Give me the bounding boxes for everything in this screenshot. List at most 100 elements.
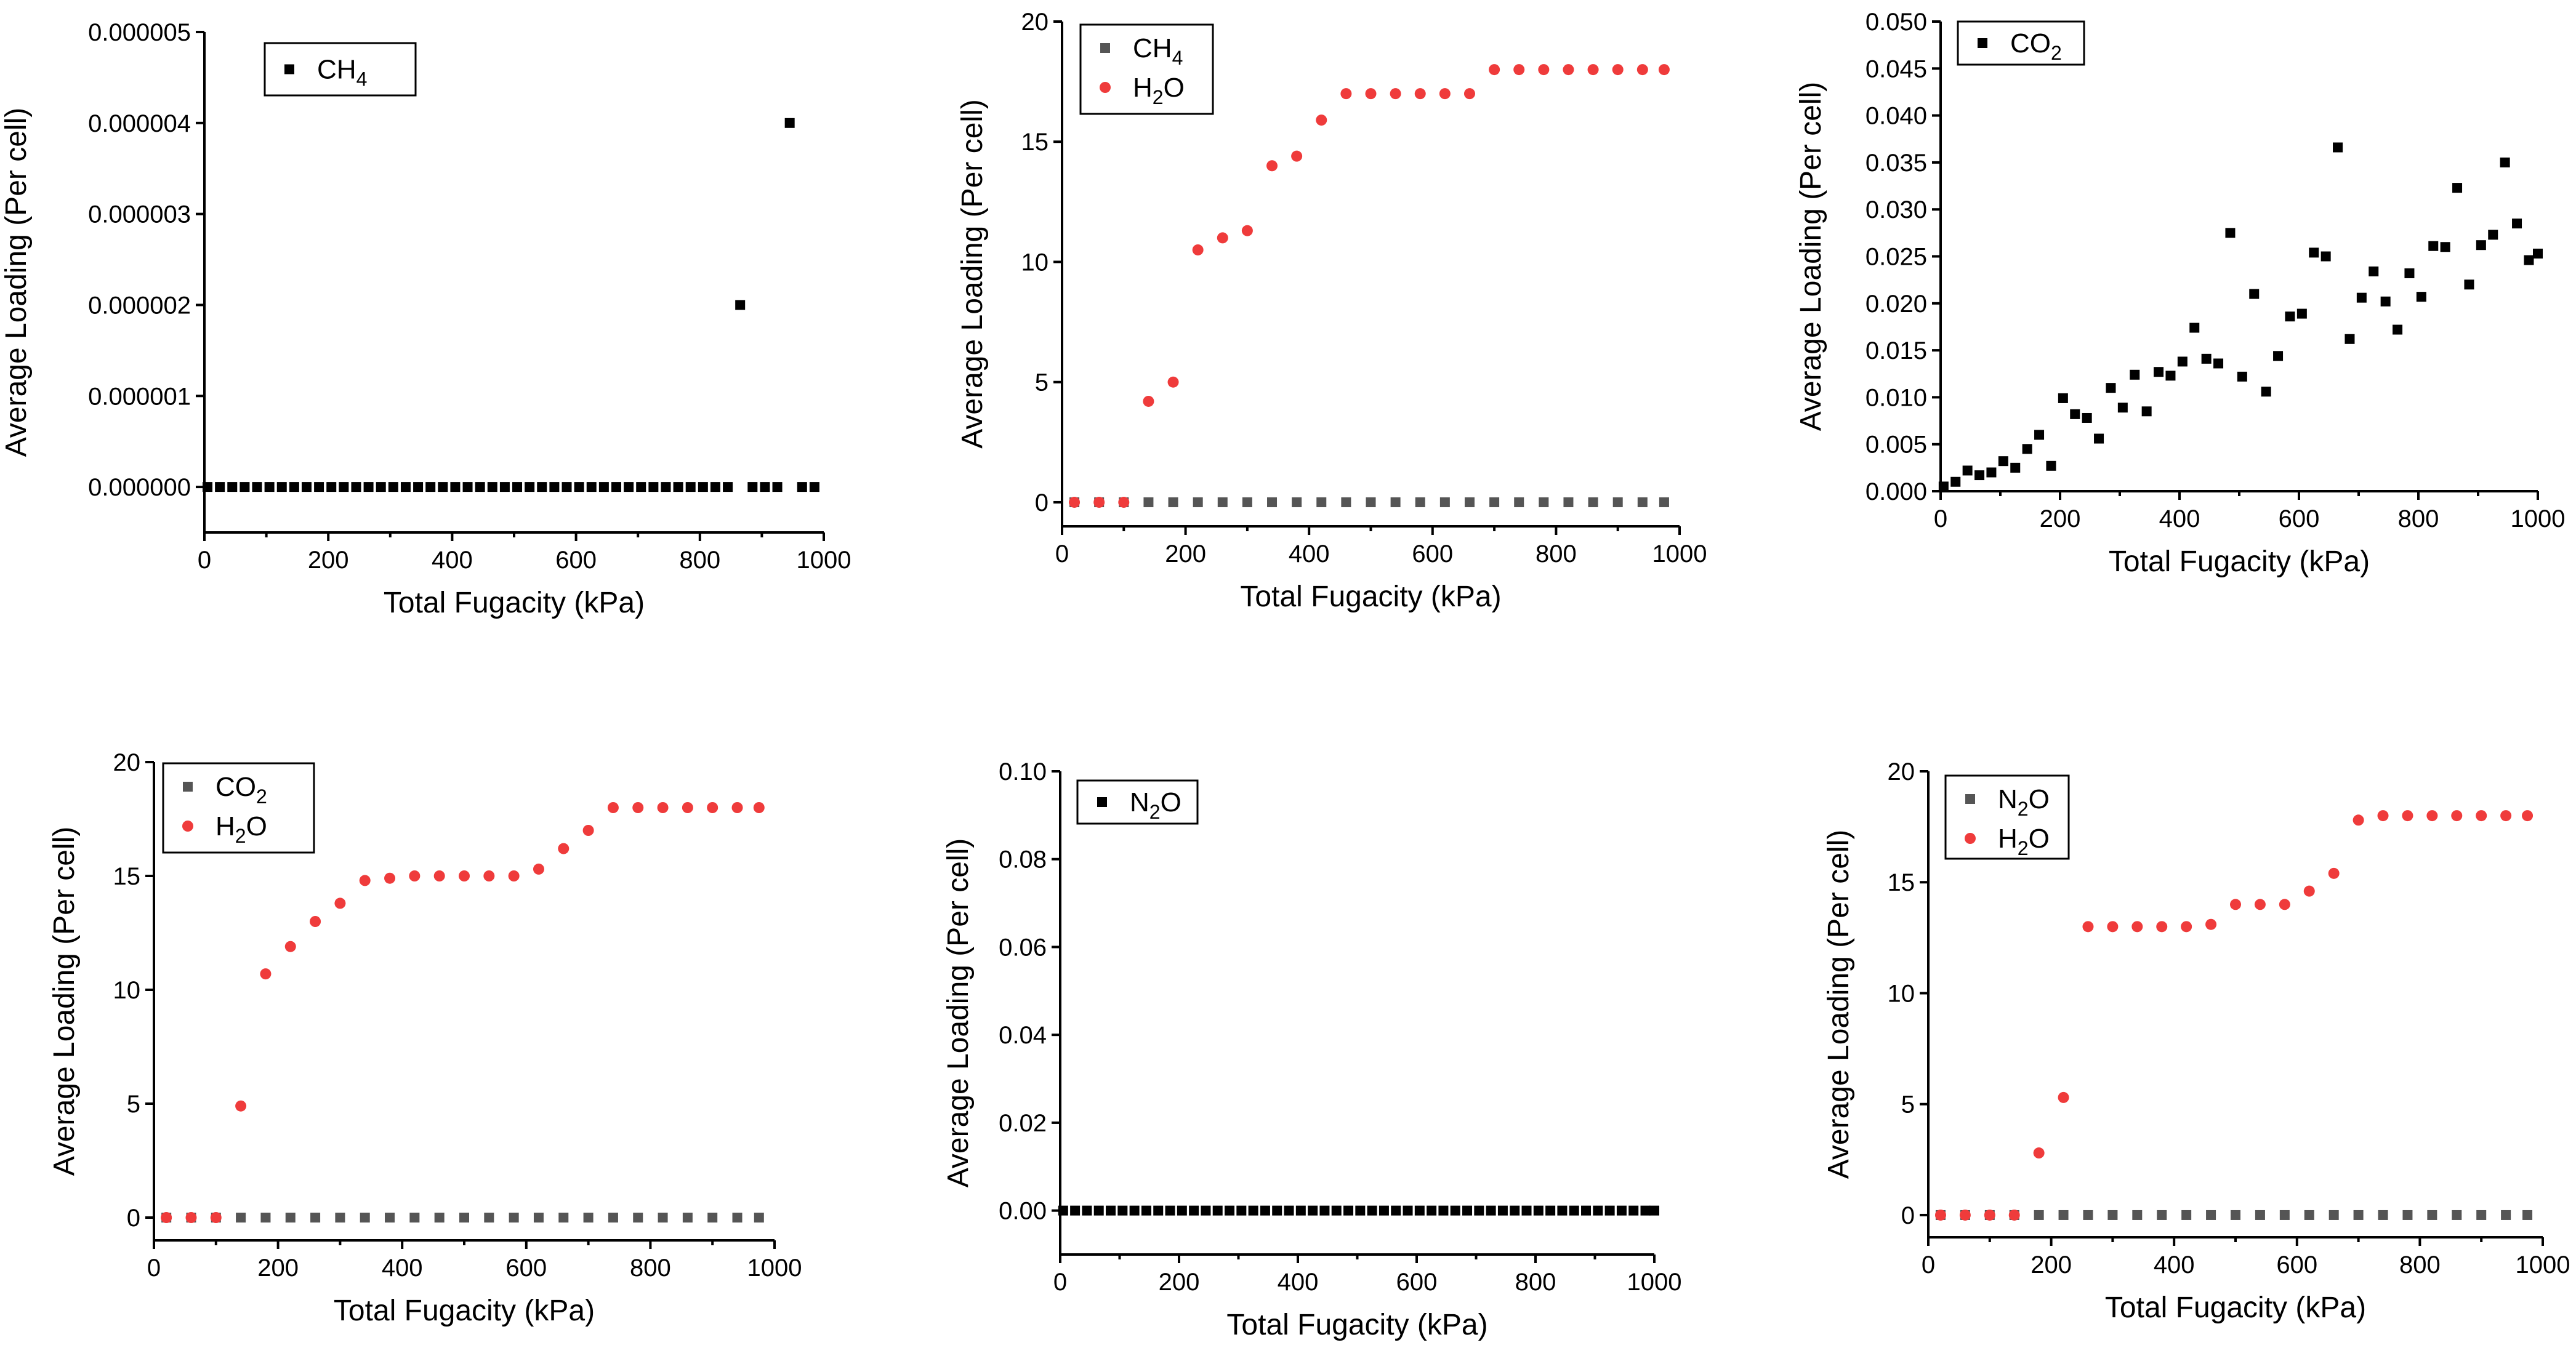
- data-point-co2: [583, 1213, 594, 1222]
- data-point-h2o: [2230, 899, 2241, 910]
- data-point-co2: [2273, 351, 2284, 361]
- y-tick-label: 0.000005: [88, 19, 191, 46]
- data-point-h2o: [1217, 232, 1228, 244]
- data-point-h2o: [1316, 114, 1327, 126]
- data-point-h2o: [1934, 1209, 1946, 1221]
- data-point-n2o: [1165, 1205, 1175, 1216]
- data-point-ch4: [698, 482, 708, 492]
- data-point-h2o: [1192, 244, 1204, 255]
- data-point-ch4: [1390, 497, 1401, 507]
- data-point-n2o: [1628, 1205, 1639, 1216]
- data-point-n2o: [1212, 1205, 1223, 1216]
- data-point-co2: [2225, 228, 2236, 238]
- data-point-h2o: [2008, 1209, 2020, 1221]
- x-tick-label: 400: [2159, 505, 2200, 532]
- y-tick-label: 0.040: [1866, 103, 1927, 130]
- legend-label-main: H: [215, 811, 235, 841]
- data-point-ch4: [537, 482, 547, 492]
- data-point-h2o: [1340, 88, 1352, 100]
- data-point-n2o: [1343, 1205, 1354, 1216]
- data-point-ch4: [276, 482, 287, 492]
- data-point-n2o: [2206, 1210, 2216, 1220]
- data-point-h2o: [2303, 885, 2315, 897]
- data-point-h2o: [533, 863, 544, 875]
- data-point-co2: [2154, 367, 2164, 377]
- data-point-h2o: [409, 870, 421, 881]
- data-point-ch4: [598, 482, 609, 492]
- legend-label-sub: 2: [2018, 798, 2029, 820]
- data-point-n2o: [1177, 1205, 1187, 1216]
- data-point-h2o: [1463, 88, 1475, 100]
- y-tick-label: 15: [1021, 129, 1049, 156]
- data-point-n2o: [1557, 1205, 1568, 1216]
- x-tick-label: 1000: [2516, 1251, 2570, 1279]
- data-point-ch4: [413, 482, 424, 492]
- data-point-co2: [2500, 157, 2510, 167]
- data-point-n2o: [1295, 1205, 1306, 1216]
- legend-label-tail: O: [2029, 824, 2050, 854]
- legend-label-sub: 2: [1149, 801, 1161, 823]
- data-point-co2: [1986, 467, 1997, 478]
- x-tick-label: 800: [679, 547, 720, 574]
- legend-label-co2: CO2: [215, 772, 267, 808]
- x-tick-label: 1000: [2511, 505, 2566, 532]
- legend-label-main: H: [1133, 73, 1153, 103]
- data-point-n2o: [1593, 1205, 1603, 1216]
- data-point-ch4: [611, 482, 621, 492]
- legend-label-sub: 2: [235, 825, 246, 847]
- data-point-n2o: [1117, 1205, 1128, 1216]
- data-point-ch4: [450, 482, 461, 492]
- data-point-n2o: [1189, 1205, 1199, 1216]
- data-point-h2o: [2377, 810, 2389, 822]
- y-tick-label: 0.010: [1866, 384, 1927, 411]
- x-tick-label: 0: [1055, 540, 1069, 568]
- data-point-ch4: [574, 482, 584, 492]
- data-point-n2o: [2328, 1210, 2339, 1220]
- data-point-co2: [2249, 289, 2260, 299]
- legend-label-sub: 2: [1153, 86, 1164, 108]
- data-point-ch4: [289, 482, 299, 492]
- legend-label-tail: O: [2029, 784, 2050, 814]
- data-point-co2: [2022, 444, 2032, 454]
- y-tick-label: 0.000001: [88, 383, 191, 410]
- legend-label-main: H: [1998, 824, 2018, 854]
- legend-box: [162, 762, 315, 854]
- data-point-n2o: [1604, 1205, 1615, 1216]
- data-point-ch4: [1539, 497, 1549, 507]
- legend-marker: [182, 821, 193, 832]
- data-point-n2o: [2402, 1210, 2413, 1220]
- data-point-co2: [1950, 476, 1961, 487]
- legend-label-main: N: [1998, 784, 2018, 814]
- data-point-ch4: [512, 482, 523, 492]
- data-point-ch4: [1217, 497, 1228, 507]
- data-point-n2o: [1319, 1205, 1330, 1216]
- data-point-h2o: [459, 870, 470, 881]
- chart-panel-n2o: 0.00 0.02 0.04 0.06 0.08 0.10 0 200 400 600 800 100…: [874, 714, 1730, 1369]
- data-point-n2o: [2452, 1210, 2462, 1220]
- data-point-n2o: [2501, 1210, 2511, 1220]
- x-tick-label: 1000: [1627, 1269, 1682, 1296]
- data-point-h2o: [2082, 921, 2094, 933]
- x-tick-label: 400: [2154, 1251, 2195, 1279]
- data-point-co2: [1974, 470, 1985, 481]
- data-point-ch4: [1439, 497, 1450, 507]
- data-point-n2o: [1331, 1205, 1342, 1216]
- legend-label-main: CH: [317, 55, 356, 85]
- legend-marker: [1965, 833, 1976, 844]
- data-point-ch4: [438, 482, 448, 492]
- data-point-h2o: [2254, 899, 2266, 910]
- data-point-ch4: [239, 482, 250, 492]
- data-point-ch4: [376, 482, 386, 492]
- data-point-h2o: [1489, 64, 1500, 76]
- data-point-h2o: [2131, 921, 2143, 933]
- x-tick-label: 200: [1165, 540, 1206, 568]
- data-point-h2o: [433, 870, 445, 881]
- legend: CO2: [1957, 20, 2085, 66]
- data-point-h2o: [2058, 1091, 2069, 1103]
- data-point-ch4: [710, 482, 720, 492]
- data-point-co2: [459, 1213, 469, 1222]
- data-point-n2o: [1427, 1205, 1437, 1216]
- data-point-n2o: [1284, 1205, 1294, 1216]
- data-point-n2o: [1414, 1205, 1425, 1216]
